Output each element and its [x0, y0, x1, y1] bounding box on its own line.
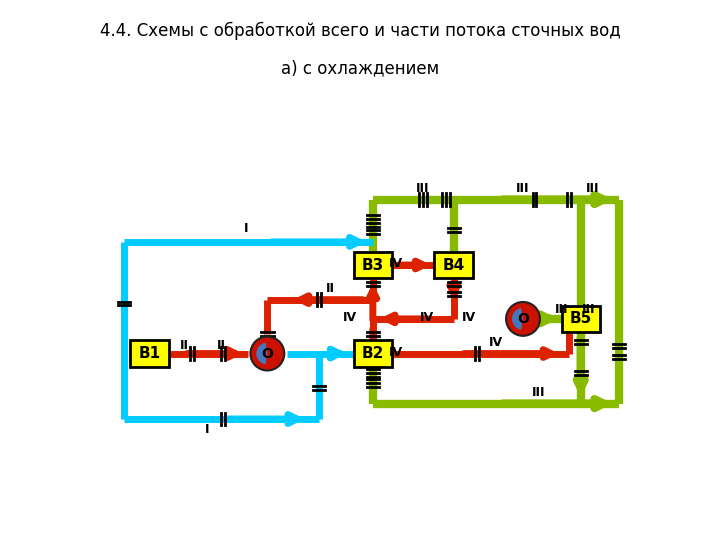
FancyBboxPatch shape — [562, 306, 600, 332]
Text: III: III — [416, 183, 430, 195]
FancyBboxPatch shape — [354, 340, 392, 367]
Text: IV: IV — [420, 311, 434, 324]
Text: IV: IV — [343, 311, 357, 324]
Text: а) с охлаждением: а) с охлаждением — [281, 59, 439, 77]
Text: В2: В2 — [361, 346, 384, 361]
Text: III: III — [585, 183, 599, 195]
FancyBboxPatch shape — [354, 252, 392, 278]
Text: 4.4. Схемы с обработкой всего и части потока сточных вод: 4.4. Схемы с обработкой всего и части по… — [99, 22, 621, 40]
Text: II: II — [217, 339, 225, 353]
FancyBboxPatch shape — [130, 340, 168, 367]
Text: I: I — [205, 422, 210, 435]
Wedge shape — [512, 308, 523, 330]
Text: В1: В1 — [138, 346, 161, 361]
Text: I: I — [243, 222, 248, 235]
Text: В3: В3 — [361, 258, 384, 273]
Text: II: II — [180, 339, 189, 353]
Text: О: О — [517, 312, 529, 326]
Circle shape — [251, 336, 284, 370]
Text: III: III — [554, 303, 568, 316]
Text: III: III — [531, 386, 545, 399]
Text: IV: IV — [389, 346, 403, 359]
Text: В5: В5 — [570, 312, 592, 326]
Text: IV: IV — [489, 336, 503, 349]
Text: III: III — [516, 183, 530, 195]
Text: III: III — [582, 303, 595, 316]
Text: О: О — [261, 347, 274, 361]
Circle shape — [506, 302, 540, 336]
Wedge shape — [256, 343, 267, 364]
Text: II: II — [326, 282, 335, 295]
Text: В4: В4 — [443, 258, 465, 273]
Text: IV: IV — [389, 257, 403, 270]
Text: IV: IV — [462, 311, 476, 324]
FancyBboxPatch shape — [434, 252, 473, 278]
